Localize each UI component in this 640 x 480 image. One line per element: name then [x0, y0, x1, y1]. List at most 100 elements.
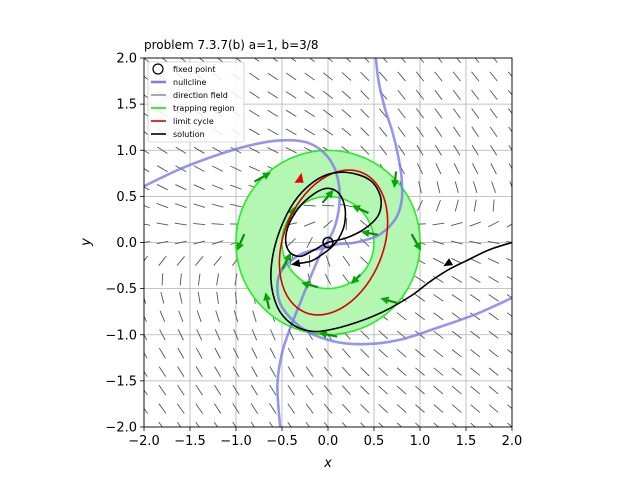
direction-field-segment — [342, 366, 351, 377]
direction-field-segment — [250, 421, 255, 427]
direction-field-segment — [451, 404, 462, 413]
direction-field-segment — [177, 366, 185, 377]
direction-field-segment — [213, 256, 222, 266]
direction-field-segment — [285, 109, 297, 117]
boundary-arrow-shaft — [253, 174, 267, 183]
direction-field-segment — [341, 109, 352, 118]
direction-field-segment — [419, 58, 425, 63]
direction-field-segment — [214, 329, 221, 341]
boundary-arrow-shaft — [410, 233, 419, 247]
direction-field-segment — [397, 126, 406, 137]
direction-field-segment — [488, 385, 499, 395]
direction-field-segment — [451, 294, 463, 302]
direction-field-segment — [195, 366, 203, 378]
direction-field-segment — [158, 403, 167, 414]
direction-field-segment — [327, 58, 333, 63]
direction-field-segment — [360, 71, 370, 82]
direction-field-segment — [434, 108, 443, 119]
direction-field-segment — [433, 404, 444, 413]
direction-field-segment — [396, 404, 407, 413]
direction-field-segment — [432, 240, 445, 245]
direction-field-segment — [304, 72, 315, 81]
direction-field-segment — [216, 273, 220, 286]
direction-field-segment — [306, 236, 313, 249]
direction-field-segment — [267, 91, 279, 99]
boundary-arrow-shaft — [238, 233, 246, 246]
direction-field-segment — [414, 293, 426, 302]
direction-field-segment — [491, 181, 496, 193]
direction-field-segment — [160, 291, 165, 304]
direction-field-segment — [469, 257, 481, 264]
direction-field-segment — [144, 168, 150, 173]
direction-field-segment — [248, 165, 261, 172]
direction-field-segment — [489, 71, 498, 82]
direction-field-segment — [474, 58, 480, 63]
chart-title: problem 7.3.7(b) a=1, b=3/8 — [144, 38, 318, 52]
direction-field-segment — [487, 258, 500, 264]
direction-field-segment — [249, 109, 260, 117]
direction-field-segment — [360, 90, 370, 100]
direction-field-segment — [249, 72, 260, 81]
direction-field-segment — [488, 367, 499, 376]
direction-field-segment — [415, 71, 425, 82]
y-axis-label: y — [79, 238, 94, 247]
direction-field-segment — [232, 421, 237, 427]
direction-field-segment — [508, 163, 512, 170]
direction-field-segment — [415, 89, 425, 100]
direction-field-segment — [507, 385, 512, 391]
x-tick-label: −2.0 — [128, 434, 160, 449]
direction-field-segment — [360, 422, 366, 427]
direction-field-segment — [232, 403, 240, 414]
direction-field-segment — [322, 109, 334, 118]
direction-field-segment — [156, 165, 168, 173]
direction-field-segment — [471, 144, 479, 156]
direction-field-segment — [323, 72, 333, 81]
direction-field-segment — [378, 330, 388, 340]
direction-field-segment — [285, 147, 297, 154]
direction-field-segment — [488, 349, 499, 358]
x-tick-label: 2.0 — [502, 434, 523, 449]
direction-field-segment — [144, 186, 150, 191]
direction-field-segment — [322, 90, 334, 99]
direction-field-segment — [360, 330, 370, 340]
legend-label-fixed-point: fixed point — [173, 65, 215, 74]
direction-field-segment — [252, 310, 257, 323]
direction-field-segment — [211, 223, 224, 225]
direction-field-segment — [341, 422, 348, 427]
direction-field-segment — [397, 144, 406, 156]
y-tick-label: −0.5 — [105, 282, 137, 297]
direction-field-segment — [193, 203, 206, 208]
direction-field-segment — [180, 58, 186, 63]
direction-field-segment — [158, 366, 167, 377]
direction-field-segment — [233, 310, 239, 323]
direction-field-segment — [305, 384, 314, 396]
direction-field-segment — [269, 366, 277, 378]
direction-field-segment — [144, 255, 148, 262]
direction-field-segment — [144, 333, 148, 341]
direction-field-segment — [415, 404, 425, 413]
direction-field-segment — [470, 385, 481, 395]
nullcline-series — [144, 138, 342, 427]
direction-field-segment — [197, 273, 201, 286]
direction-field-segment — [416, 126, 424, 137]
direction-field-segment — [305, 366, 314, 377]
direction-field-segment — [250, 384, 258, 396]
direction-field-segment — [269, 403, 277, 414]
direction-field-segment — [144, 149, 150, 154]
direction-field-segment — [177, 347, 185, 359]
direction-field-segment — [272, 58, 278, 62]
direction-field-segment — [197, 291, 201, 304]
direction-field-segment — [415, 349, 425, 358]
x-tick-label: 0.5 — [364, 434, 385, 449]
direction-field-segment — [488, 404, 499, 413]
direction-field-segment — [250, 403, 259, 414]
direction-field-segment — [161, 58, 168, 63]
fixed-point-marker — [322, 236, 334, 249]
direction-field-segment — [437, 58, 443, 63]
direction-field-segment — [216, 58, 223, 62]
direction-field-segment — [364, 58, 370, 63]
direction-field-segment — [158, 421, 163, 427]
limit-cycle-arrow — [294, 172, 304, 183]
direction-field-segment — [417, 199, 423, 212]
direction-field-segment — [156, 240, 169, 245]
